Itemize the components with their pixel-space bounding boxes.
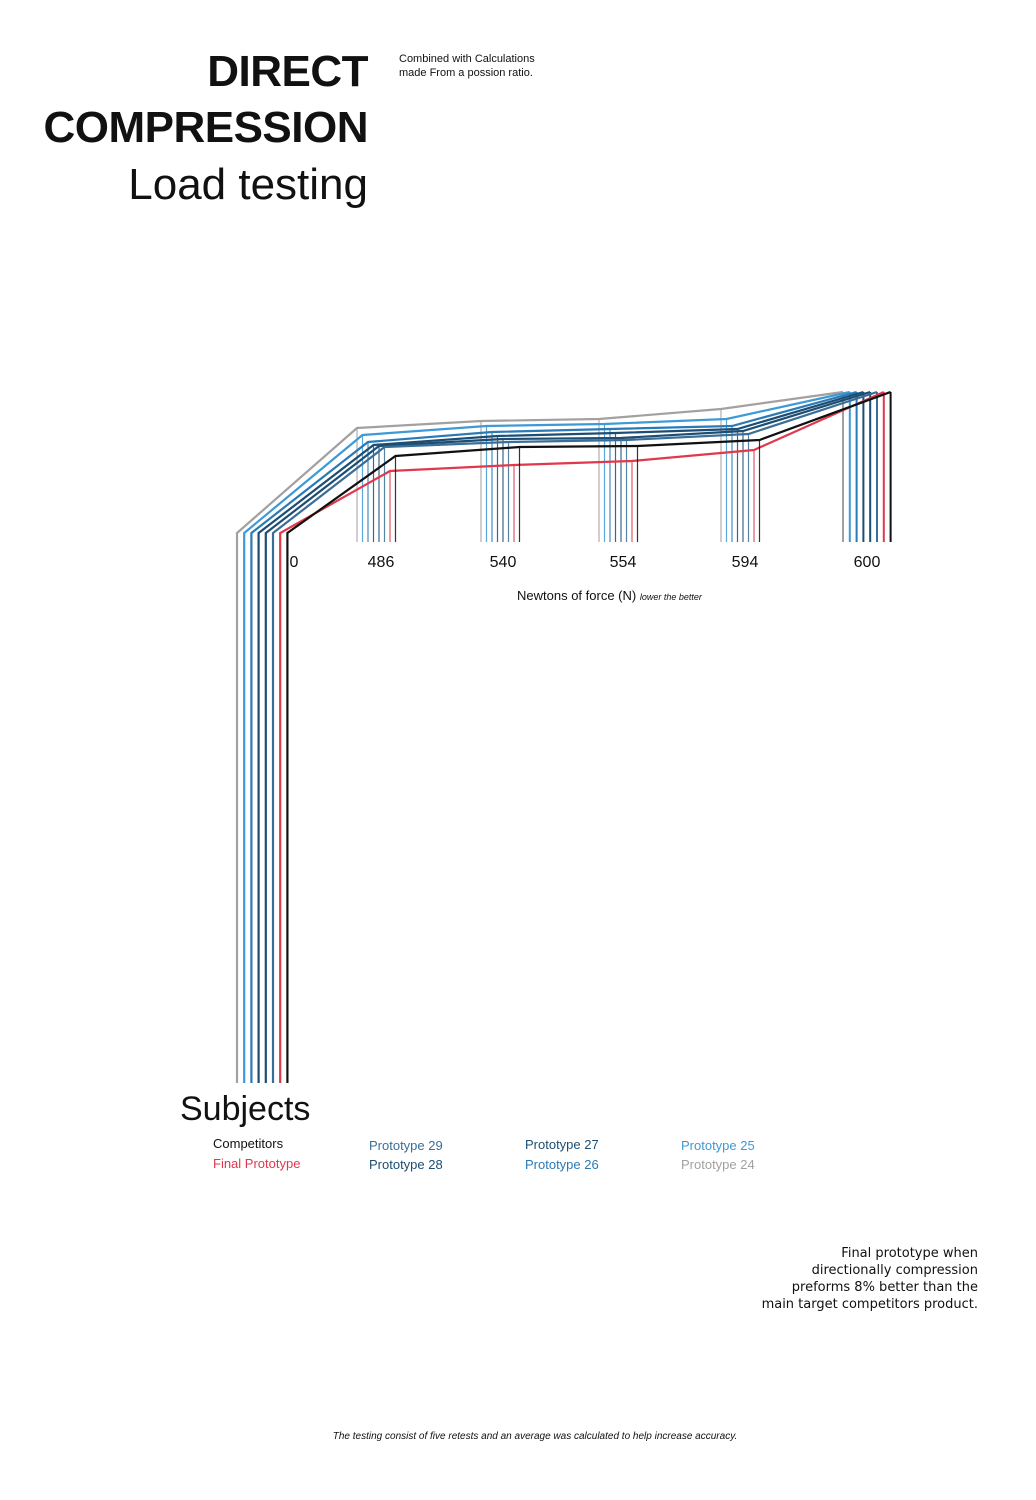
x-axis-label: Newtons of force (N) lower the better [517, 588, 703, 603]
series-line-prototype-28 [264, 390, 871, 1083]
title-line-2: COMPRESSION [43, 103, 368, 152]
legend-item-prototype-27: Prototype 27 [525, 1137, 599, 1152]
series-line-prototype-26 [250, 390, 857, 1083]
series-line-prototype-24 [235, 390, 844, 1083]
calculation-note: Combined with Calculations made From a p… [399, 53, 535, 79]
x-tick-label-594: 594 [732, 554, 759, 571]
chart-title: DIRECT COMPRESSION Load testing [43, 44, 368, 214]
x-tick-label-0: 0 [290, 554, 299, 571]
legend-title: Subjects [180, 1090, 311, 1128]
x-tick-label-540: 540 [490, 554, 517, 571]
legend-item-prototype-29: Prototype 29 [369, 1138, 443, 1153]
legend-item-final-prototype: Final Prototype [213, 1156, 301, 1171]
legend-item-prototype-25: Prototype 25 [681, 1138, 755, 1153]
title-line-1: DIRECT [207, 47, 368, 96]
legend-item-competitors: Competitors [213, 1136, 284, 1151]
series-line-prototype-29 [271, 390, 878, 1083]
series-line-prototype-25 [243, 390, 851, 1083]
series-line-final-prototype [279, 390, 885, 1083]
title-line-3: Load testing [128, 160, 368, 209]
x-axis-label-note: lower the better [640, 592, 703, 602]
x-tick-label-554: 554 [610, 554, 637, 571]
x-tick-label-600: 600 [854, 554, 881, 571]
footnote: The testing consist of five retests and … [332, 1431, 738, 1442]
side-note: Final prototype when directionally compr… [761, 1246, 978, 1312]
legend-item-prototype-26: Prototype 26 [525, 1157, 599, 1172]
legend-item-prototype-24: Prototype 24 [681, 1157, 755, 1172]
series-line-competitors [286, 390, 891, 1083]
legend-item-prototype-28: Prototype 28 [369, 1157, 443, 1172]
series-line-prototype-27 [257, 390, 864, 1083]
x-tick-label-486: 486 [368, 554, 395, 571]
